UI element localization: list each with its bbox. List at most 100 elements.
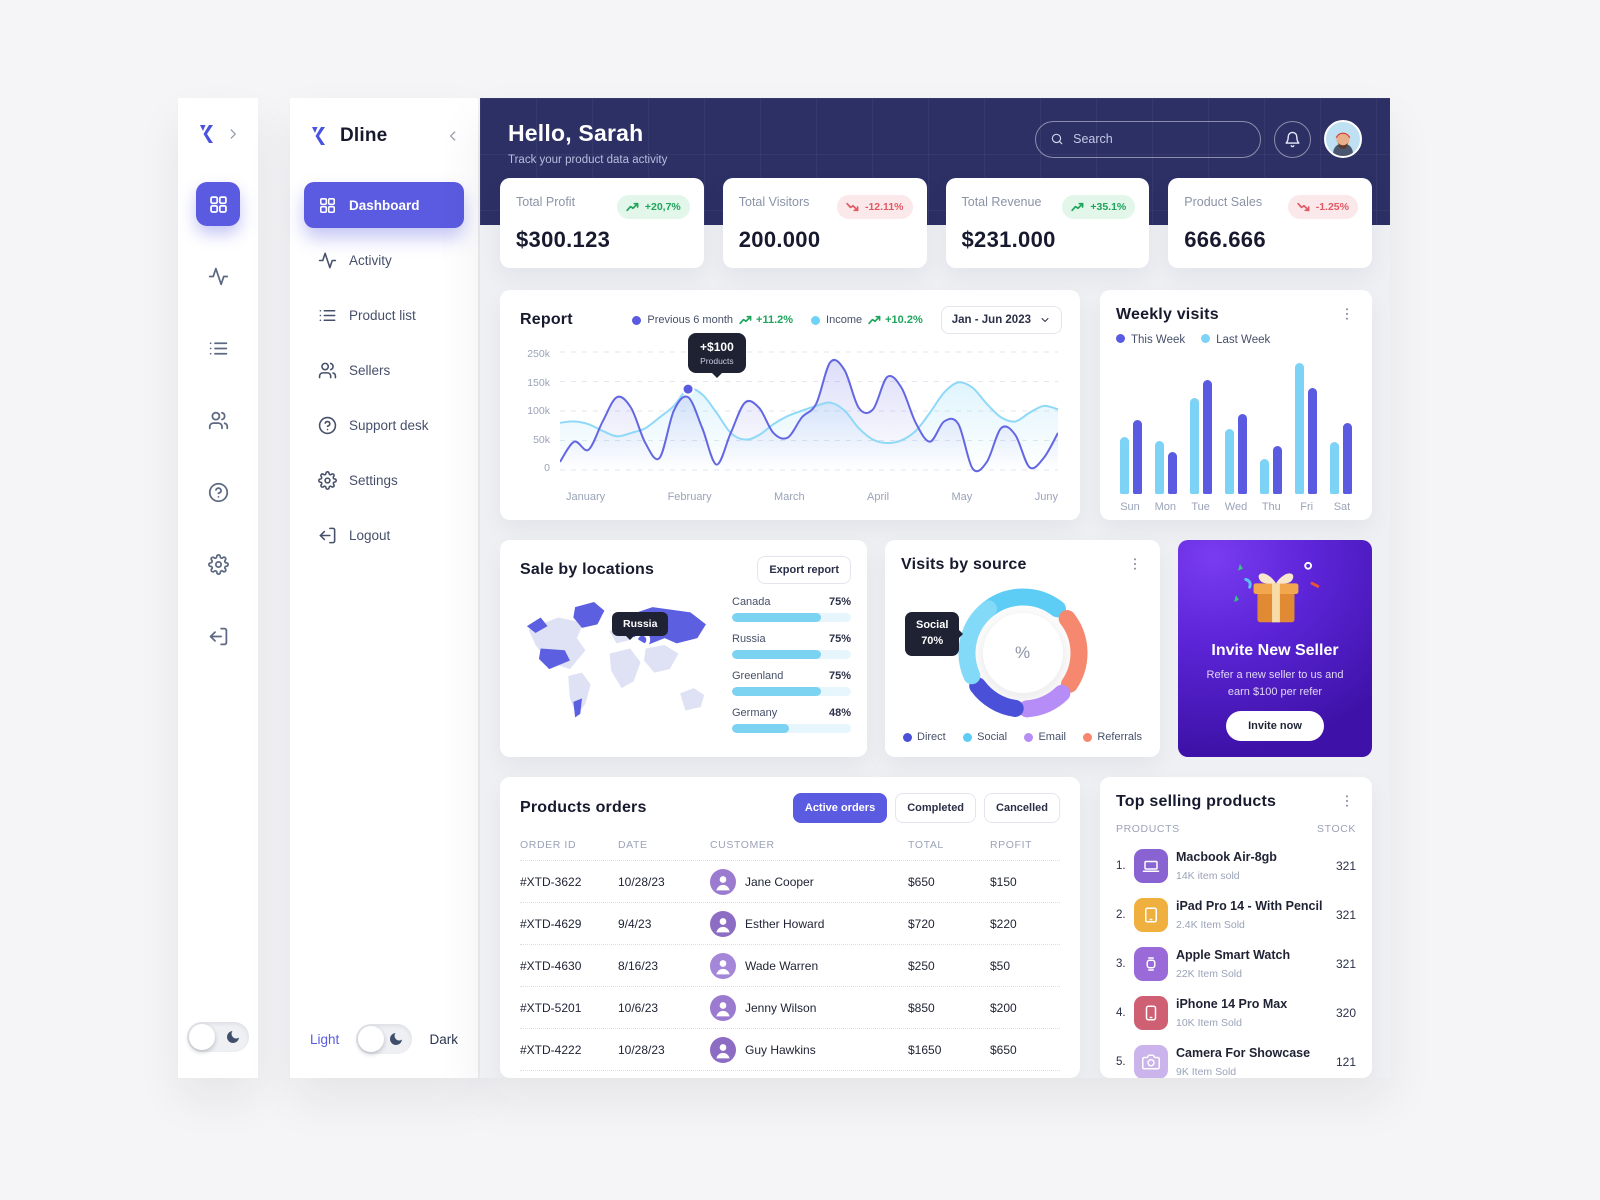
- kebab-menu-icon[interactable]: [1126, 556, 1144, 574]
- collapsed-sidebar: [178, 98, 258, 1078]
- product-row[interactable]: 5. Camera For Showcase 9K Item Sold 121: [1116, 1045, 1356, 1078]
- page-greeting: Hello, Sarah: [508, 120, 644, 146]
- theme-toggle[interactable]: [356, 1024, 413, 1054]
- date-range-select[interactable]: Jan - Jun 2023: [940, 306, 1062, 334]
- invite-now-button[interactable]: Invite now: [1226, 711, 1324, 741]
- bar-group-mon: [1155, 356, 1177, 494]
- sidebar: Dline Dashboard Activity Product list Se…: [290, 98, 478, 1078]
- logout-icon: [318, 526, 337, 545]
- sidebar-item-product-list[interactable]: Product list: [304, 292, 464, 338]
- product-row[interactable]: 2. iPad Pro 14 - With Pencil 2.4K Item So…: [1116, 898, 1356, 932]
- trend-down-icon: [1297, 202, 1311, 212]
- gear-icon: [208, 554, 229, 575]
- expand-sidebar-chevron-icon[interactable]: [226, 127, 240, 141]
- grid-icon: [318, 196, 337, 215]
- avatar-image: [1333, 132, 1353, 156]
- user-avatar[interactable]: [1324, 120, 1362, 158]
- rail-item-sellers[interactable]: [196, 398, 240, 442]
- invite-text: Refer a new seller to us and earn $100 p…: [1206, 669, 1344, 698]
- moon-icon: [225, 1029, 241, 1045]
- sidebar-item-sellers[interactable]: Sellers: [304, 347, 464, 393]
- progress-track: [732, 724, 851, 733]
- app-name: Dline: [340, 125, 388, 146]
- report-title: Report: [520, 311, 573, 328]
- top-products-header: PRODUCTS STOCK: [1116, 823, 1356, 835]
- sidebar-item-label: Logout: [349, 527, 391, 543]
- order-row[interactable]: #XTD-4222 10/28/23 Guy Hawkins $1650 $650: [520, 1029, 1060, 1071]
- tab-cancelled[interactable]: Cancelled: [984, 793, 1060, 823]
- sidebar-item-dashboard[interactable]: Dashboard: [304, 182, 464, 228]
- order-row[interactable]: #XTD-4629 9/4/23 Esther Howard $720 $220: [520, 903, 1060, 945]
- notifications-button[interactable]: [1274, 120, 1311, 158]
- sidebar-item-label: Sellers: [349, 362, 391, 378]
- order-row[interactable]: #XTD-3622 10/28/23 Jane Cooper $650 $150: [520, 861, 1060, 903]
- laptop-icon: [1134, 849, 1168, 883]
- theme-dark-label: Dark: [429, 1031, 458, 1047]
- order-row[interactable]: #XTD-5201 10/6/23 Jenny Wilson $850 $200: [520, 987, 1060, 1029]
- product-row[interactable]: 3. Apple Smart Watch 22K Item Sold 321: [1116, 947, 1356, 981]
- collapse-sidebar-chevron-icon[interactable]: [446, 129, 460, 143]
- order-row[interactable]: #XTD-4630 8/16/23 Wade Warren $250 $50: [520, 945, 1060, 987]
- rail-item-product-list[interactable]: [196, 326, 240, 370]
- rail-item-dashboard[interactable]: [196, 182, 240, 226]
- sidebar-item-settings[interactable]: Settings: [304, 457, 464, 503]
- sidebar-item-label: Product list: [349, 307, 416, 323]
- legend-dot: [963, 732, 973, 742]
- location-row-germany: Germany 48%: [732, 707, 851, 733]
- products-orders-title: Products orders: [520, 799, 647, 816]
- stat-value: $231.000: [961, 227, 1056, 252]
- stat-value: $300.123: [516, 227, 611, 252]
- search-input[interactable]: [1073, 132, 1246, 146]
- donut-center-label: %: [1014, 642, 1031, 662]
- bar-group-sat: [1330, 356, 1352, 494]
- weekly-legend: This Week Last Week: [1116, 334, 1356, 346]
- list-icon: [208, 338, 229, 359]
- avatar: [710, 994, 736, 1021]
- sidebar-item-activity[interactable]: Activity: [304, 237, 464, 283]
- donut-tooltip: Social 70%: [905, 612, 964, 656]
- progress-track: [732, 650, 851, 659]
- sidebar-item-label: Activity: [349, 252, 392, 268]
- tablet-icon: [1134, 898, 1168, 932]
- sidebar-item-label: Dashboard: [349, 197, 420, 213]
- gear-icon: [318, 471, 337, 490]
- stat-card-total-profit: Total Profit +20,7% $300.123: [500, 178, 704, 268]
- gift-illustration: [1234, 561, 1320, 623]
- legend-previous-6-month: Previous 6 month +11.2%: [632, 314, 793, 326]
- bar-group-sun: [1120, 356, 1142, 494]
- grid-icon: [208, 194, 229, 215]
- tab-active-orders[interactable]: Active orders: [792, 793, 888, 823]
- sale-by-locations-title: Sale by locations: [520, 561, 655, 578]
- toggle-knob: [358, 1026, 385, 1052]
- kebab-menu-icon[interactable]: [1338, 793, 1356, 811]
- bar-last-week: [1260, 458, 1269, 494]
- visits-legend: Direct Social Email Referrals: [901, 731, 1144, 745]
- stat-cards: Total Profit +20,7% $300.123 Total Visit…: [480, 178, 1390, 268]
- header: Hello, Sarah Track your product data act…: [480, 98, 1390, 225]
- sidebar-item-support-desk[interactable]: Support desk: [304, 402, 464, 448]
- product-row[interactable]: 1. Macbook Air-8gb 14K item sold 321: [1116, 849, 1356, 883]
- rail-item-support-desk[interactable]: [196, 470, 240, 514]
- kebab-menu-icon[interactable]: [1338, 306, 1356, 324]
- bar-group-tue: [1190, 356, 1212, 494]
- rail-item-activity[interactable]: [196, 254, 240, 298]
- list-icon: [318, 306, 337, 325]
- theme-toggle[interactable]: [187, 1022, 249, 1052]
- rail-item-settings[interactable]: [196, 542, 240, 586]
- sidebar-item-label: Settings: [349, 472, 398, 488]
- sidebar-item-logout[interactable]: Logout: [304, 512, 464, 558]
- trend-up-icon: [868, 315, 882, 325]
- rail-item-logout[interactable]: [196, 614, 240, 658]
- legend-dot: [903, 732, 912, 742]
- bar-this-week: [1343, 422, 1352, 494]
- person-icon: [713, 914, 733, 934]
- product-row[interactable]: 4. iPhone 14 Pro Max 10K Item Sold 320: [1116, 996, 1356, 1030]
- bar-this-week: [1168, 451, 1177, 494]
- legend-dot: [1201, 334, 1211, 343]
- tab-completed[interactable]: Completed: [895, 793, 977, 823]
- export-report-button[interactable]: Export report: [757, 556, 851, 584]
- donut-segment-email: [1017, 684, 1070, 717]
- trend-badge: -12.11%: [836, 195, 913, 219]
- camera-icon: [1134, 1045, 1168, 1078]
- progress-fill: [732, 613, 822, 622]
